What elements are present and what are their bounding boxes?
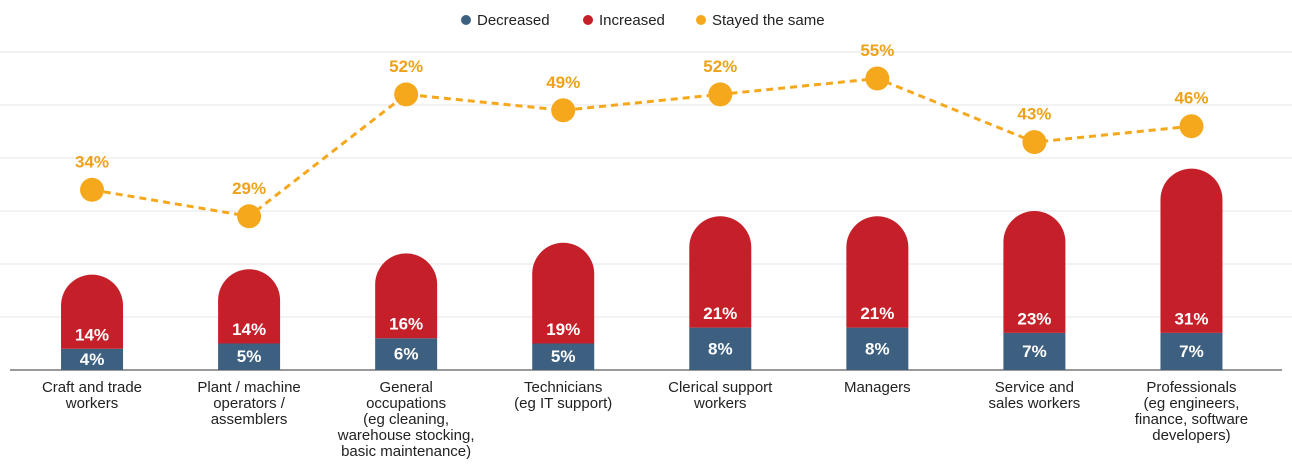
data-label: 7% (1022, 342, 1047, 361)
data-label: 14% (75, 325, 109, 344)
bar-segment (689, 216, 752, 328)
data-label: 52% (389, 57, 423, 76)
data-label: 14% (232, 320, 266, 339)
bar-segment (375, 338, 438, 370)
bar-segment (218, 343, 281, 370)
line-point (394, 82, 419, 107)
data-label: 8% (708, 339, 733, 358)
line (91, 76, 1192, 218)
x-tick-label: Professionals (eg engineers, finance, so… (1134, 379, 1249, 444)
data-label: 5% (237, 347, 262, 366)
legend-label: Stayed the same (712, 12, 825, 29)
x-tick-label: Service and sales workers (988, 379, 1081, 412)
bar-segment (1003, 332, 1066, 370)
data-label: 43% (1017, 105, 1051, 124)
x-tick-label: Technicians (eg IT support) (514, 379, 613, 412)
line-point (1179, 114, 1204, 139)
data-label: 19% (546, 320, 580, 339)
line-point (237, 204, 262, 229)
data-label: 23% (1017, 309, 1051, 328)
legend-marker (583, 15, 593, 25)
x-tick-label: General occupations (eg cleaning, wareho… (337, 379, 475, 460)
data-label: 55% (860, 41, 894, 60)
data-label: 6% (394, 345, 419, 364)
bar-segment (1160, 332, 1223, 370)
bar-segment (375, 253, 438, 339)
data-label: 31% (1174, 309, 1208, 328)
line-point (865, 66, 890, 91)
x-tick-label: Plant / machine operators / assemblers (197, 379, 301, 428)
data-label: 16% (389, 315, 423, 334)
bar-segment (689, 327, 752, 370)
data-label: 7% (1179, 342, 1204, 361)
bar-segment (61, 348, 124, 370)
line-point (1022, 130, 1047, 155)
x-tick-label: Clerical support workers (668, 379, 773, 412)
bar-segment (846, 216, 909, 328)
legend-label: Decreased (477, 12, 550, 29)
bar-segment (1160, 168, 1223, 333)
bar-segment (61, 274, 124, 349)
data-label: 29% (232, 179, 266, 198)
bar-segment (1003, 210, 1066, 333)
legend-label: Increased (599, 12, 665, 29)
bar-segment (846, 327, 909, 370)
data-label: 46% (1174, 89, 1208, 108)
data-label: 8% (865, 339, 890, 358)
data-label: 5% (551, 347, 576, 366)
data-label: 21% (860, 304, 894, 323)
data-label: 4% (80, 350, 105, 369)
bar-segment (218, 269, 281, 344)
bar-segment (532, 343, 595, 370)
line-point (551, 98, 576, 123)
line-point (80, 177, 105, 202)
x-tick-label: Craft and trade workers (41, 379, 143, 412)
data-label: 49% (546, 73, 580, 92)
legend-marker (696, 15, 706, 25)
data-label: 52% (703, 57, 737, 76)
data-label: 21% (703, 304, 737, 323)
line-point (708, 82, 733, 107)
bar-segment (532, 242, 595, 344)
x-tick-label: Managers (843, 379, 911, 396)
legend-marker (461, 15, 471, 25)
data-label: 34% (75, 152, 109, 171)
